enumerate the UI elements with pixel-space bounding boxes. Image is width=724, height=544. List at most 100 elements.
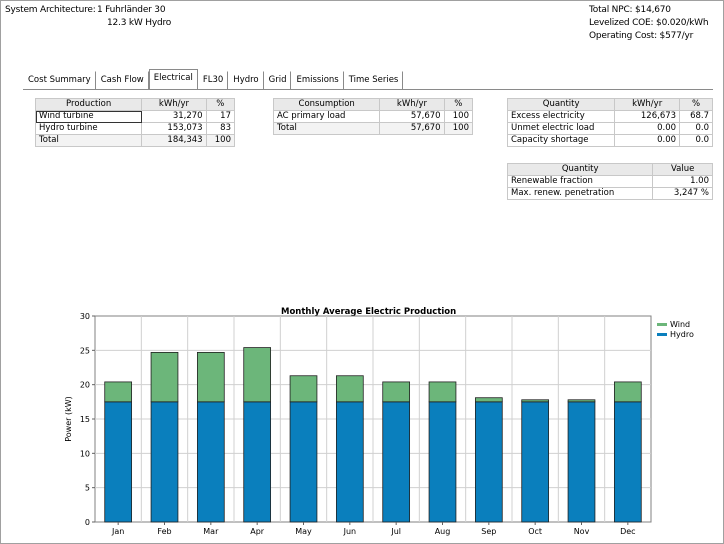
row-label[interactable]: Wind turbine — [34, 110, 143, 123]
cell-value: 0.00 — [614, 134, 681, 147]
row-label[interactable]: Max. renew. penetration — [506, 187, 654, 200]
y-tick-label: 30 — [80, 313, 90, 321]
column-header[interactable]: kWh/yr — [141, 98, 207, 111]
legend-swatch-hydro — [657, 333, 667, 336]
bar-wind-mar — [196, 351, 225, 403]
row-label[interactable]: Excess electricity — [506, 110, 616, 123]
bar-wind-apr — [243, 347, 272, 403]
y-tick-label: 15 — [80, 415, 90, 424]
tab-electrical[interactable]: Electrical — [148, 69, 198, 89]
bar-wind-jan — [104, 381, 133, 403]
legend-label: Wind — [670, 320, 691, 329]
bar-hydro-nov — [567, 401, 596, 523]
row-label[interactable]: AC primary load — [272, 110, 381, 123]
column-header[interactable]: Value — [652, 163, 713, 176]
table-row: Capacity shortage 0.00 0.0 — [506, 134, 713, 147]
bar-hydro-dec — [613, 401, 642, 523]
table-row: Max. renew. penetration 3,247 % — [506, 187, 713, 200]
tab-hydro[interactable]: Hydro — [228, 71, 264, 90]
bar-wind-aug — [428, 381, 457, 403]
column-header[interactable]: Production — [34, 98, 143, 111]
total-npc: Total NPC: $14,670 — [589, 5, 671, 15]
table-header-row: Quantity Value — [506, 163, 713, 176]
cell-value: 0.0 — [679, 134, 713, 147]
chart-title: Monthly Average Electric Production — [281, 307, 457, 317]
table-row: AC primary load 57,670 100 — [272, 110, 474, 123]
bar-wind-sep — [474, 397, 503, 403]
production-table: Production kWh/yr % Wind turbine 31,270 … — [34, 98, 236, 147]
x-tick-label: May — [295, 527, 312, 536]
cell-value: 100 — [443, 122, 474, 135]
tab-grid[interactable]: Grid — [264, 71, 292, 90]
bar-hydro-sep — [474, 401, 503, 523]
cell-value: 1.00 — [652, 175, 713, 188]
table-row: Renewable fraction 1.00 — [506, 175, 713, 188]
row-label[interactable]: Total — [34, 134, 143, 147]
operating-cost: Operating Cost: $577/yr — [589, 31, 694, 41]
bar-hydro-oct — [521, 401, 550, 523]
x-tick-label: Jul — [390, 527, 401, 536]
column-header[interactable]: Quantity — [506, 163, 654, 176]
tab-cash-flow[interactable]: Cash Flow — [96, 71, 149, 90]
cell-value: 31,270 — [141, 110, 207, 123]
cell-value: 83 — [205, 122, 236, 135]
table-row: Wind turbine 31,270 17 — [34, 110, 236, 123]
x-tick-label: Nov — [574, 527, 590, 536]
legend-item-wind: Wind — [657, 320, 690, 329]
bar-hydro-mar — [196, 401, 225, 523]
bar-wind-dec — [613, 381, 642, 403]
results-tab-bar: Cost Summary Cash Flow Electrical FL30 H… — [23, 69, 404, 90]
x-tick-label: Apr — [250, 527, 265, 536]
x-tick-label: Dec — [620, 527, 635, 536]
x-tick-label: Feb — [157, 527, 171, 536]
cell-value: 68.7 — [679, 110, 713, 123]
bar-wind-jun — [335, 375, 364, 403]
row-label[interactable]: Total — [272, 122, 381, 135]
x-tick-label: Jun — [343, 527, 357, 536]
tab-fl30[interactable]: FL30 — [198, 71, 229, 90]
table-header-row: Quantity kWh/yr % — [506, 98, 713, 111]
tab-time-series[interactable]: Time Series — [344, 71, 404, 90]
monthly-production-chart: Power (kW) 0 5 10 15 20 25 30 Jan Feb Mar Apr May Ju… — [64, 313, 652, 536]
cell-value: 100 — [443, 110, 474, 123]
y-tick-label: 0 — [85, 518, 90, 527]
cell-value: 100 — [205, 134, 236, 147]
bar-hydro-jan — [104, 401, 133, 523]
levelized-coe: Levelized COE: $0.020/kWh — [589, 18, 709, 28]
tab-emissions[interactable]: Emissions — [291, 71, 344, 90]
row-label[interactable]: Capacity shortage — [506, 134, 616, 147]
tab-panel-border — [23, 89, 713, 90]
cell-value: 153,073 — [141, 122, 207, 135]
renewables-table: Quantity Value Renewable fraction 1.00 M… — [506, 163, 713, 200]
column-header[interactable]: kWh/yr — [379, 98, 445, 111]
architecture-line-1: 1 Fuhrländer 30 — [97, 5, 166, 15]
cell-value: 3,247 % — [652, 187, 713, 200]
bar-hydro-feb — [150, 401, 179, 523]
row-label[interactable]: Unmet electric load — [506, 122, 616, 135]
column-header[interactable]: Quantity — [506, 98, 616, 111]
table-header-row: Consumption kWh/yr % — [272, 98, 474, 111]
y-axis-label: Power (kW) — [64, 396, 73, 442]
architecture-line-2: 12.3 kW Hydro — [107, 18, 172, 28]
table-header-row: Production kWh/yr % — [34, 98, 236, 111]
row-label[interactable]: Hydro turbine — [34, 122, 143, 135]
column-header[interactable]: Consumption — [272, 98, 381, 111]
y-tick-label: 25 — [80, 346, 90, 355]
quantity-table: Quantity kWh/yr % Excess electricity 126… — [506, 98, 713, 147]
legend-swatch-wind — [657, 323, 667, 326]
legend-item-hydro: Hydro — [657, 330, 694, 339]
bar-wind-jul — [382, 381, 411, 403]
column-header[interactable]: % — [443, 98, 474, 111]
tab-cost-summary[interactable]: Cost Summary — [23, 71, 96, 90]
bar-wind-feb — [150, 351, 179, 403]
column-header[interactable]: % — [679, 98, 713, 111]
table-row: Hydro turbine 153,073 83 — [34, 122, 236, 135]
column-header[interactable]: kWh/yr — [614, 98, 681, 111]
cell-value: 0.00 — [614, 122, 681, 135]
bar-wind-nov — [567, 399, 596, 403]
cell-value: 57,670 — [379, 122, 445, 135]
column-header[interactable]: % — [205, 98, 236, 111]
cell-value: 17 — [205, 110, 236, 123]
row-label[interactable]: Renewable fraction — [506, 175, 654, 188]
bar-hydro-jul — [382, 401, 411, 523]
